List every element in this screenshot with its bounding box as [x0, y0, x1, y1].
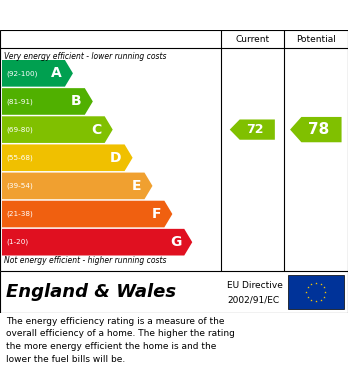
Text: (92-100): (92-100): [6, 70, 37, 77]
Text: (55-68): (55-68): [6, 154, 33, 161]
Text: (69-80): (69-80): [6, 126, 33, 133]
Text: (1-20): (1-20): [6, 239, 28, 246]
Text: England & Wales: England & Wales: [6, 283, 176, 301]
Text: Potential: Potential: [296, 34, 336, 43]
Text: EU Directive: EU Directive: [227, 281, 283, 290]
Text: (39-54): (39-54): [6, 183, 33, 189]
Text: D: D: [110, 151, 121, 165]
Polygon shape: [2, 60, 73, 87]
Text: 78: 78: [308, 122, 329, 137]
Polygon shape: [2, 116, 113, 143]
Polygon shape: [290, 117, 342, 142]
Text: 72: 72: [246, 123, 263, 136]
Polygon shape: [2, 229, 192, 255]
Text: Not energy efficient - higher running costs: Not energy efficient - higher running co…: [4, 256, 166, 265]
Text: (81-91): (81-91): [6, 98, 33, 105]
Text: F: F: [152, 207, 161, 221]
Polygon shape: [2, 201, 172, 227]
Text: G: G: [170, 235, 181, 249]
Text: Energy Efficiency Rating: Energy Efficiency Rating: [8, 7, 218, 23]
Text: Very energy efficient - lower running costs: Very energy efficient - lower running co…: [4, 52, 166, 61]
Polygon shape: [2, 172, 152, 199]
Text: B: B: [71, 95, 82, 108]
Text: (21-38): (21-38): [6, 211, 33, 217]
Polygon shape: [2, 88, 93, 115]
Text: The energy efficiency rating is a measure of the
overall efficiency of a home. T: The energy efficiency rating is a measur…: [6, 317, 235, 364]
Polygon shape: [2, 144, 133, 171]
Text: C: C: [92, 123, 102, 136]
Text: E: E: [132, 179, 142, 193]
Polygon shape: [230, 120, 275, 140]
Bar: [287, 275, 344, 309]
Text: A: A: [51, 66, 62, 80]
Text: Current: Current: [235, 34, 269, 43]
Text: 2002/91/EC: 2002/91/EC: [227, 295, 279, 304]
